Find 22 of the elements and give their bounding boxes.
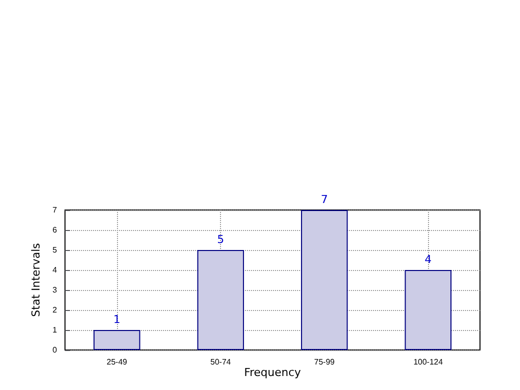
- data-label: 4: [424, 253, 432, 266]
- y-tick-label: 1: [52, 326, 58, 334]
- y-tick-label: 0: [52, 346, 58, 354]
- x-tick-label: 25-49: [106, 358, 128, 366]
- x-axis-title: Frequency: [244, 366, 302, 379]
- y-tick-label: 7: [52, 206, 58, 214]
- y-tick-label: 5: [52, 246, 58, 254]
- y-tick-label: 4: [52, 266, 58, 274]
- x-tick-label: 50-74: [210, 358, 232, 366]
- data-label: 1: [113, 313, 120, 326]
- x-tick-label: 100-124: [413, 358, 444, 366]
- x-tick-label: 75-99: [314, 358, 336, 366]
- y-axis-title: Stat Intervals: [30, 242, 43, 317]
- bar: [94, 330, 140, 350]
- bar: [197, 250, 244, 350]
- y-tick-label: 6: [52, 226, 58, 234]
- bar: [301, 210, 348, 350]
- data-label: 5: [217, 233, 224, 246]
- bar: [404, 270, 452, 350]
- y-tick-label: 3: [52, 286, 58, 294]
- y-tick-label: 2: [52, 306, 58, 314]
- data-label: 7: [320, 193, 328, 206]
